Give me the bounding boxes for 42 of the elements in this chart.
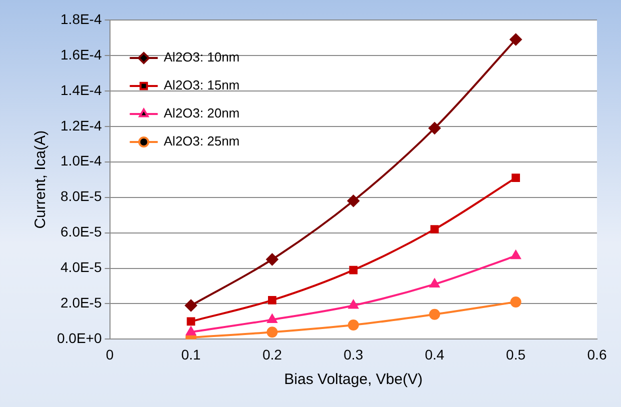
legend-label: Al2O3: 10nm xyxy=(164,50,240,65)
point xyxy=(512,174,520,182)
y-tick-label: 0.0E+0 xyxy=(56,330,102,346)
x-axis-title: Bias Voltage, Vbe(V) xyxy=(284,371,423,388)
point xyxy=(510,34,522,46)
point xyxy=(510,296,522,308)
x-tick-label: 0.3 xyxy=(344,346,364,362)
point xyxy=(266,326,278,338)
x-tick-label: 0.6 xyxy=(587,346,607,362)
point xyxy=(430,278,440,288)
point xyxy=(186,326,196,336)
point xyxy=(347,194,360,207)
legend-label: Al2O3: 15nm xyxy=(164,78,240,93)
y-tick-label: 1.4E-4 xyxy=(60,82,102,98)
y-axis-title: Current, Ica(A) xyxy=(32,130,50,229)
x-tick-label: 0.2 xyxy=(262,346,282,362)
legend-label: Al2O3: 25nm xyxy=(164,134,240,149)
x-tick-label: 0.1 xyxy=(181,346,201,362)
y-tick-label: 1.2E-4 xyxy=(60,117,102,134)
y-tick-label: 1.8E-4 xyxy=(60,10,102,27)
point xyxy=(430,225,439,234)
point xyxy=(428,122,441,134)
y-tick-label: 8.0E-5 xyxy=(60,188,102,204)
point xyxy=(268,296,276,304)
point xyxy=(186,317,196,326)
point xyxy=(510,250,521,260)
x-tick-label: 0.4 xyxy=(424,346,445,362)
point xyxy=(348,320,359,331)
y-tick-label: 6.0E-5 xyxy=(60,224,102,240)
point xyxy=(266,253,278,266)
point xyxy=(267,314,278,323)
point xyxy=(184,300,197,312)
legend-label: Al2O3: 20nm xyxy=(164,106,240,121)
x-tick-label: 0 xyxy=(106,346,114,362)
x-tick-label: 0.5 xyxy=(506,346,526,362)
y-tick-label: 1.6E-4 xyxy=(60,46,102,62)
point xyxy=(349,266,358,274)
y-tick-label: 4.0E-5 xyxy=(60,259,102,276)
point xyxy=(429,308,440,320)
y-tick-label: 2.0E-5 xyxy=(60,294,102,311)
y-tick-label: 1.0E-4 xyxy=(60,152,102,169)
point xyxy=(348,300,358,309)
